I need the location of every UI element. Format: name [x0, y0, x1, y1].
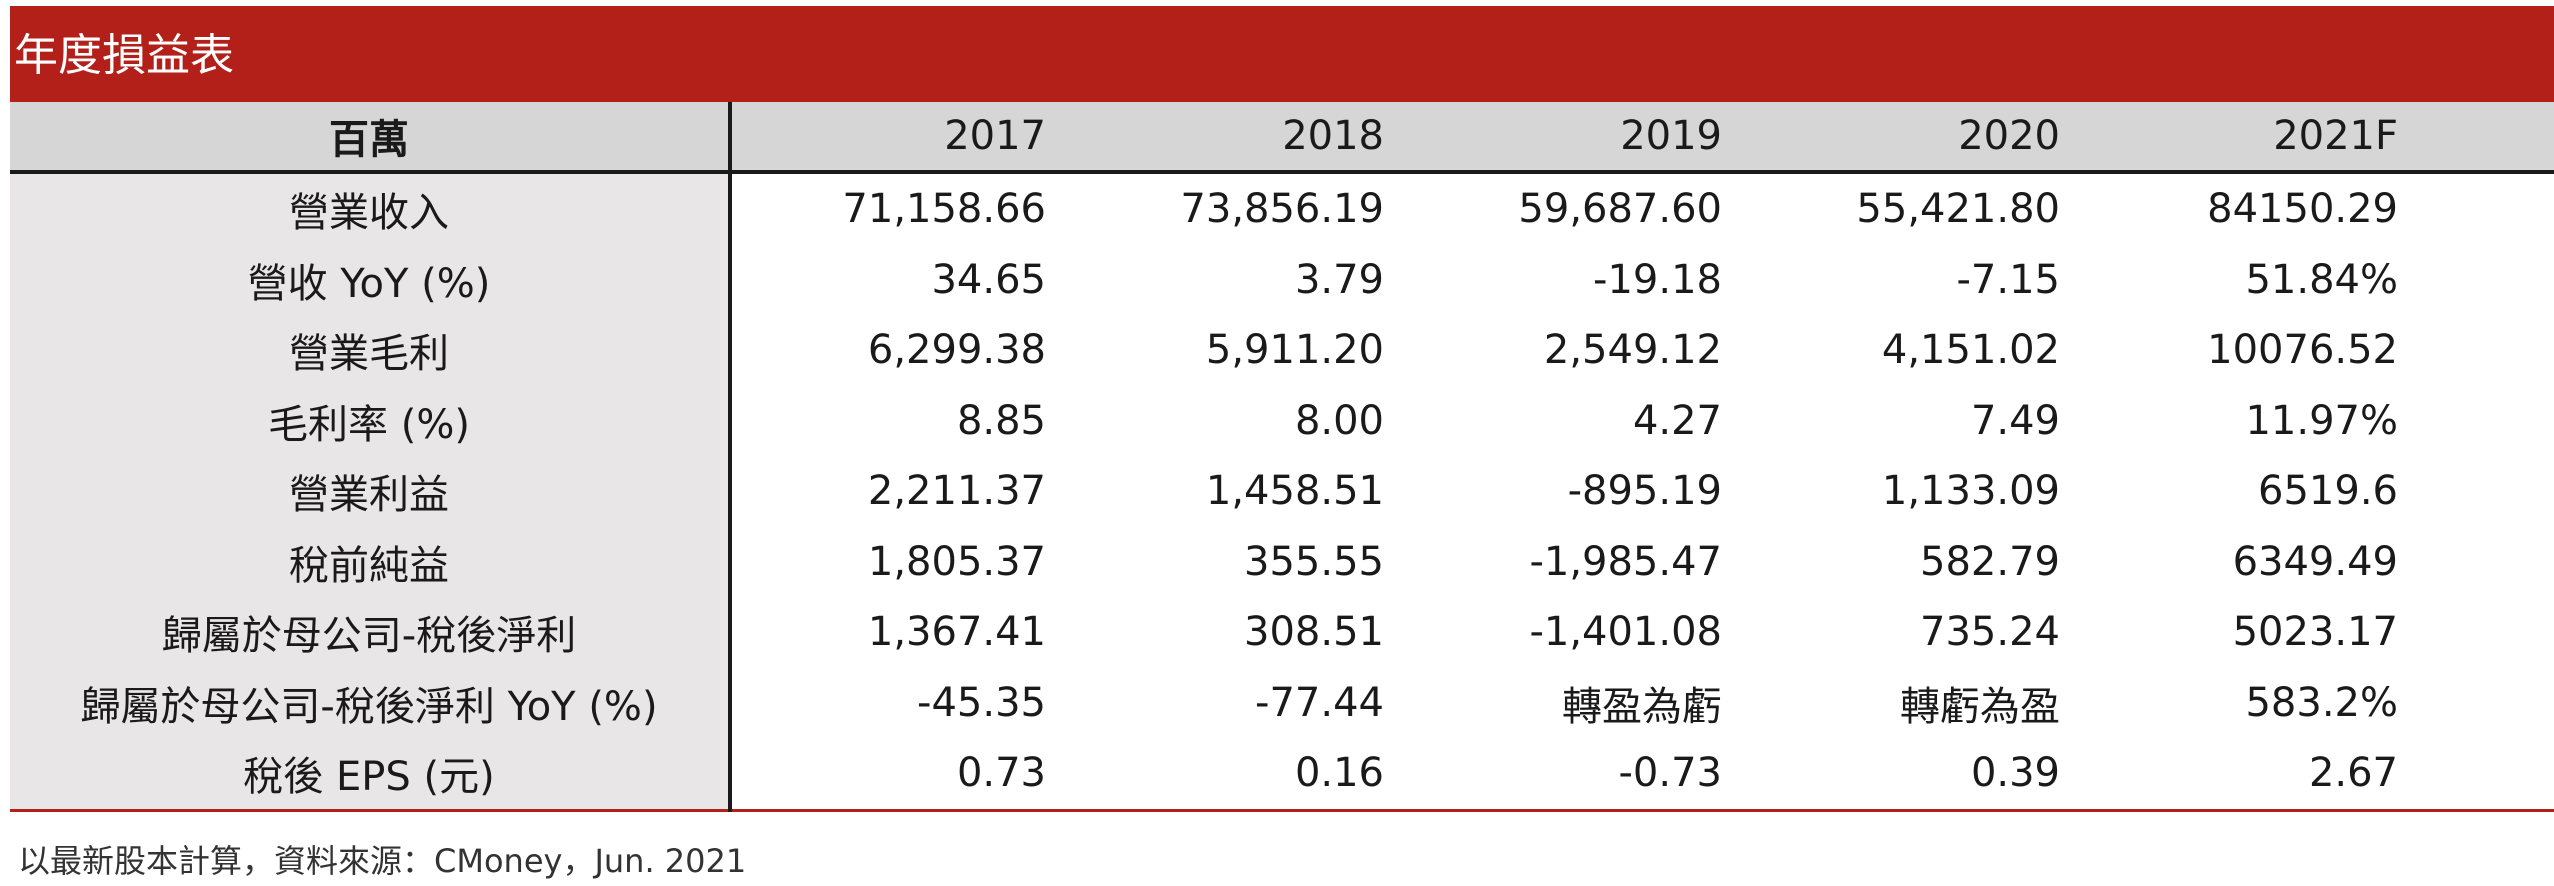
- row-label: 營業毛利: [10, 315, 732, 386]
- cell-value: 2,549.12: [1543, 327, 1722, 374]
- cell-value: 735.24: [1920, 609, 2060, 656]
- cell-value: 582.79: [1920, 538, 2060, 585]
- row-label: 營業利益: [10, 456, 732, 527]
- cell-value: 4,151.02: [1881, 327, 2060, 374]
- cell-value: -19.18: [1593, 256, 1722, 303]
- cell-value: 8.85: [956, 397, 1046, 444]
- cell-value: 73,856.19: [1180, 186, 1384, 233]
- cell-value: 0.16: [1068, 738, 1406, 812]
- cell-value: -45.35: [917, 679, 1046, 726]
- table-title: 年度損益表: [10, 6, 2554, 102]
- year-header: 2020: [1744, 102, 2082, 174]
- cell-value: 1,133.09: [1881, 468, 2060, 515]
- cell-value: 6519.6: [2258, 468, 2398, 515]
- year-header: 2021F: [2082, 102, 2554, 174]
- cell-value: 11.97%: [2245, 397, 2398, 444]
- cell-value: 1,367.41: [867, 609, 1046, 656]
- cell-value: 6349.49: [2232, 538, 2398, 585]
- cell-value: 1,458.51: [1205, 468, 1384, 515]
- cell-value: 2.67: [2082, 738, 2554, 812]
- cell-value: -0.73: [1406, 738, 1744, 812]
- row-label: 毛利率 (%): [10, 385, 732, 456]
- cell-value: 轉虧為盈: [1900, 683, 2060, 730]
- cell-value: 55,421.80: [1856, 186, 2060, 233]
- year-header: 2019: [1406, 102, 1744, 174]
- year-header: 2018: [1068, 102, 1406, 174]
- row-label: 歸屬於母公司-稅後淨利 YoY (%): [10, 667, 732, 738]
- cell-value: 51.84%: [2245, 256, 2398, 303]
- table-row: 歸屬於母公司-稅後淨利 YoY (%) -45.35 -77.44 轉盈為虧 轉…: [10, 667, 2554, 738]
- cell-value: 3.79: [1294, 256, 1384, 303]
- cell-value: 8.00: [1294, 397, 1384, 444]
- cell-value: 84150.29: [2207, 186, 2398, 233]
- row-label: 營業收入: [10, 172, 732, 245]
- row-label: 歸屬於母公司-稅後淨利: [10, 597, 732, 668]
- year-header: 2017: [730, 102, 1068, 174]
- cell-value: 308.51: [1244, 609, 1384, 656]
- cell-value: 59,687.60: [1518, 186, 1722, 233]
- cell-value: 0.73: [730, 738, 1068, 812]
- cell-value: 10076.52: [2207, 327, 2398, 374]
- table-row: 營業毛利 6,299.38 5,911.20 2,549.12 4,151.02…: [10, 315, 2554, 386]
- cell-value: 4.27: [1632, 397, 1722, 444]
- cell-value: -895.19: [1567, 468, 1722, 515]
- cell-value: 1,805.37: [867, 538, 1046, 585]
- unit-header: 百萬: [10, 102, 732, 174]
- cell-value: 轉盈為虧: [1562, 683, 1722, 730]
- cell-value: 355.55: [1244, 538, 1384, 585]
- income-statement-table: 百萬 2017 2018 2019 2020 2021F 營業收入 71,158…: [10, 102, 2554, 812]
- cell-value: 34.65: [931, 256, 1046, 303]
- table-row: 營業利益 2,211.37 1,458.51 -895.19 1,133.09 …: [10, 456, 2554, 527]
- table-row: 歸屬於母公司-稅後淨利 1,367.41 308.51 -1,401.08 73…: [10, 597, 2554, 668]
- source-footnote: 以最新股本計算，資料來源：CMoney，Jun. 2021: [18, 842, 747, 880]
- cell-value: -1,401.08: [1529, 609, 1722, 656]
- cell-value: 2,211.37: [867, 468, 1046, 515]
- table-header-row: 百萬 2017 2018 2019 2020 2021F: [10, 102, 2554, 174]
- cell-value: 5023.17: [2232, 609, 2398, 656]
- cell-value: -77.44: [1255, 679, 1384, 726]
- table-row: 營收 YoY (%) 34.65 3.79 -19.18 -7.15 51.84…: [10, 244, 2554, 315]
- table-row: 稅前純益 1,805.37 355.55 -1,985.47 582.79 63…: [10, 526, 2554, 597]
- cell-value: -1,985.47: [1529, 538, 1722, 585]
- cell-value: 71,158.66: [842, 186, 1046, 233]
- row-label: 稅前純益: [10, 526, 732, 597]
- table-row: 營業收入 71,158.66 73,856.19 59,687.60 55,42…: [10, 172, 2554, 245]
- table-row: 毛利率 (%) 8.85 8.00 4.27 7.49 11.97%: [10, 385, 2554, 456]
- cell-value: 5,911.20: [1205, 327, 1384, 374]
- row-label: 營收 YoY (%): [10, 244, 732, 315]
- table-row: 稅後 EPS (元) 0.73 0.16 -0.73 0.39 2.67: [10, 738, 2554, 812]
- row-label: 稅後 EPS (元): [10, 738, 732, 812]
- cell-value: -7.15: [1956, 256, 2061, 303]
- cell-value: 0.39: [1744, 738, 2082, 812]
- cell-value: 7.49: [1970, 397, 2060, 444]
- cell-value: 6,299.38: [867, 327, 1046, 374]
- cell-value: 583.2%: [2245, 679, 2398, 726]
